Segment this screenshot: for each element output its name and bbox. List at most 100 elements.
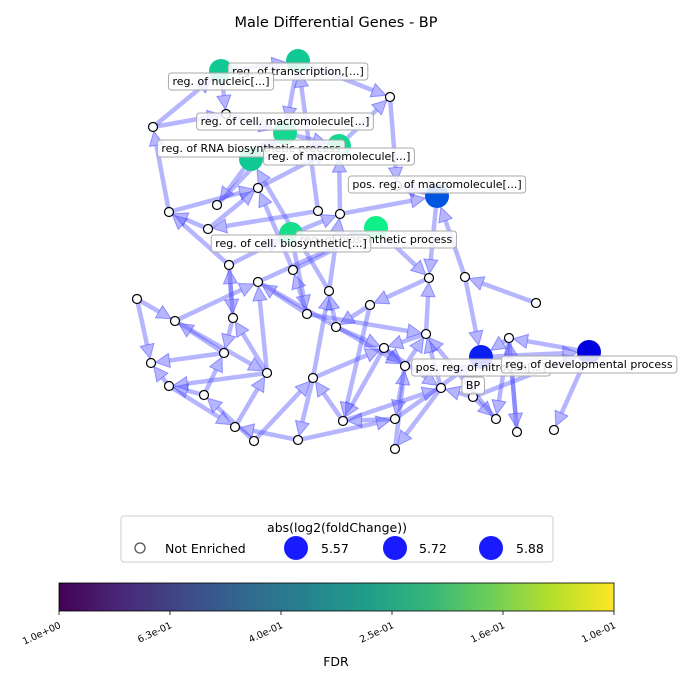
- legend-label-5-88: 5.88: [516, 541, 544, 556]
- term-label-box: [500, 355, 678, 374]
- term-label-box: [167, 72, 275, 91]
- gene-node: [292, 434, 304, 446]
- edge-arrow: [172, 212, 205, 230]
- gene-node: [307, 372, 319, 384]
- legend-marker-5-57: [284, 536, 308, 560]
- term-label-text: reg. of developmental process: [505, 358, 673, 371]
- gene-node: [252, 182, 264, 194]
- gene-node: [211, 199, 223, 211]
- gene-node: [334, 208, 346, 220]
- edge-arrow: [311, 312, 423, 339]
- edge-arrow: [219, 167, 246, 203]
- gene-node: [378, 342, 390, 354]
- edge-arrow: [339, 308, 372, 418]
- gene-node: [301, 308, 313, 320]
- gene-node: [530, 297, 542, 309]
- edge-arrow: [260, 282, 403, 365]
- edge-arrow: [338, 305, 368, 326]
- edge-arrow: [339, 326, 381, 348]
- gene-node: [252, 276, 264, 288]
- edge-arrow: [420, 281, 436, 330]
- edge-arrow: [203, 356, 223, 392]
- edge-arrow: [252, 285, 269, 369]
- edge-arrow: [294, 381, 315, 437]
- term-label-box: [196, 112, 374, 131]
- legend: abs(log2(foldChange)) Not Enriched 5.57 …: [120, 515, 554, 563]
- term-label: pos. reg. of macromolecule[...]: [347, 175, 527, 194]
- gene-node: [131, 293, 143, 305]
- gene-node: [384, 91, 396, 103]
- legend-marker-5-72: [383, 536, 407, 560]
- gene-node: [312, 205, 324, 217]
- edge-arrow: [177, 321, 265, 372]
- gene-node: [389, 443, 401, 455]
- edge-arrow: [393, 369, 411, 445]
- edge-arrow: [474, 398, 494, 417]
- legend-label-5-72: 5.72: [419, 541, 447, 556]
- gene-node: [330, 321, 342, 333]
- edge-arrow: [178, 283, 255, 322]
- edge-arrow: [507, 342, 524, 429]
- gene-node: [323, 285, 335, 297]
- term-label-text: pos. reg. of macromolecule[...]: [352, 178, 521, 191]
- gene-node: [198, 389, 210, 401]
- gene-node: [423, 272, 435, 284]
- edge-arrow: [444, 385, 470, 401]
- gene-node: [218, 347, 230, 359]
- legend-title: abs(log2(foldChange)): [267, 520, 407, 535]
- edge-arrow: [210, 190, 256, 228]
- edge-arrow: [373, 277, 426, 305]
- gene-node: [287, 264, 299, 276]
- edge-arrow: [324, 294, 341, 324]
- edge-arrow: [291, 245, 311, 311]
- colorbar-tick-label: 1.0e-01: [580, 620, 618, 645]
- gene-node: [147, 121, 159, 133]
- edge-arrow: [463, 280, 484, 347]
- edge-arrow: [291, 273, 308, 311]
- term-label: reg. of macromolecule[...]: [263, 147, 415, 166]
- edge-arrow: [172, 371, 263, 392]
- gene-node: [229, 421, 241, 433]
- gene-node: [163, 206, 175, 218]
- edge-arrow: [405, 336, 425, 364]
- term-label: BP: [461, 376, 485, 395]
- term-label-text: reg. of macromolecule[...]: [268, 150, 411, 163]
- gene-node: [548, 424, 560, 436]
- colorbar: 1.0e+00 6.3e-01 4.0e-01 2.5e-01 1.6e-01 1.0e-…: [21, 582, 618, 669]
- gene-node: [169, 315, 181, 327]
- gene-node: [145, 357, 157, 369]
- gene-node: [223, 259, 235, 271]
- legend-marker-hollow: [134, 542, 146, 554]
- edge-arrow: [139, 299, 173, 320]
- term-label-box: [263, 147, 415, 166]
- edge-arrow: [154, 351, 220, 369]
- gene-node: [227, 312, 239, 324]
- term-label: reg. of cell. biosynthetic[...]: [210, 234, 372, 253]
- edge-arrow: [301, 415, 392, 442]
- edge-arrow: [344, 350, 384, 419]
- term-label-text: reg. of cell. macromolecule[...]: [201, 115, 370, 128]
- edge-arrow: [135, 302, 155, 360]
- edge-arrow: [211, 209, 314, 234]
- edge-arrow: [177, 322, 222, 353]
- gene-node: [490, 413, 502, 425]
- colorbar-ticks: 1.0e+00 6.3e-01 4.0e-01 2.5e-01 1.6e-01 1.0e-…: [21, 611, 618, 647]
- gene-node: [399, 360, 411, 372]
- edge-arrow: [512, 333, 578, 353]
- term-label-box: [210, 234, 372, 253]
- edge-arrow: [238, 423, 295, 442]
- term-label: reg. of cell. macromolecule[...]: [196, 112, 374, 131]
- legend-marker-5-88: [479, 536, 503, 560]
- gene-node: [261, 367, 273, 379]
- figure-title: Male Differential Genes - BP: [234, 15, 437, 31]
- gene-node: [389, 413, 401, 425]
- edge-arrow: [172, 383, 201, 399]
- term-label-box: [461, 376, 485, 395]
- edge-arrow: [314, 380, 343, 419]
- edge-arrow: [344, 193, 427, 216]
- gene-node: [420, 328, 432, 340]
- legend-label-5-57: 5.57: [321, 541, 349, 556]
- edge-arrow: [234, 320, 267, 371]
- gene-node: [459, 271, 471, 283]
